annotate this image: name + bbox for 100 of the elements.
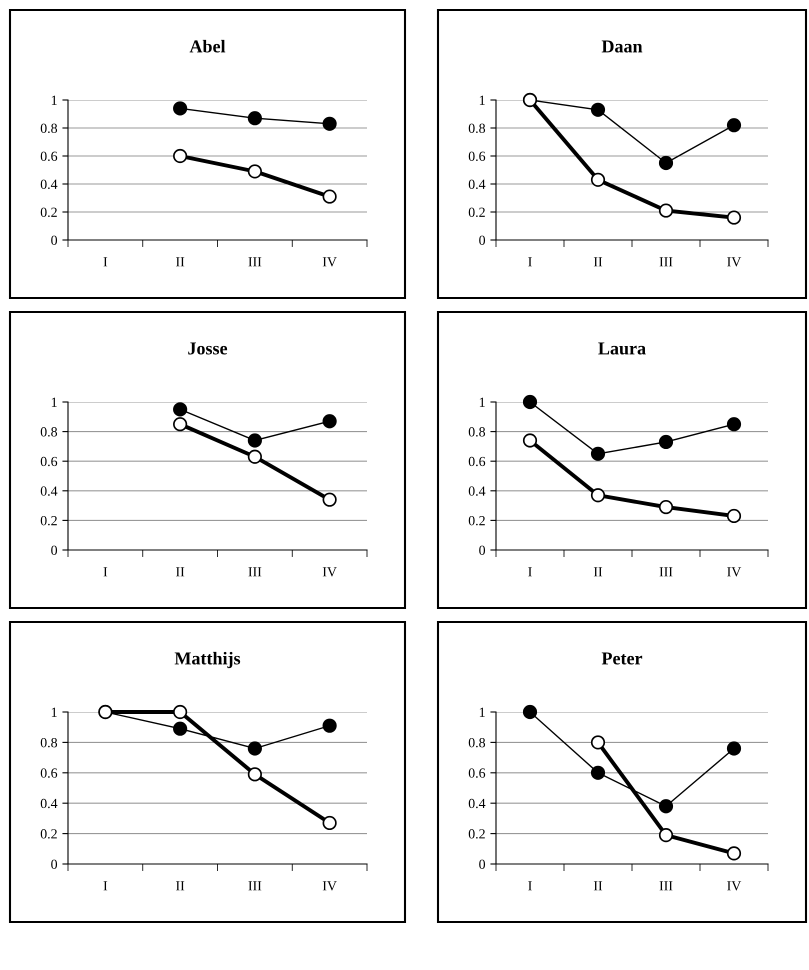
y-tick-label: 0 [51, 860, 58, 869]
chart-title: Matthijs [174, 652, 240, 668]
y-tick-label: 0.6 [468, 456, 486, 466]
y-tick-label: 0.4 [40, 798, 58, 808]
x-tick-label: I [104, 881, 108, 890]
x-tick-label: III [248, 567, 262, 576]
y-tick-label: 0.2 [40, 208, 57, 218]
point [322, 816, 337, 830]
point [658, 828, 674, 842]
chart-title: Laura [598, 342, 646, 355]
point [248, 111, 262, 126]
y-tick-label: 0.8 [40, 124, 58, 134]
x-tick-label: III [248, 257, 262, 266]
y-tick-label: 0.8 [40, 738, 58, 748]
y-tick-label: 0.4 [468, 180, 486, 190]
x-tick-label: IV [727, 257, 742, 267]
y-tick-label: 0.4 [468, 798, 486, 808]
y-tick-label: 0.2 [468, 516, 485, 526]
y-tick-label: 0.6 [40, 456, 58, 466]
point [726, 210, 742, 225]
point [658, 434, 674, 450]
y-tick-label: 1 [480, 96, 485, 105]
y-tick-label: 1 [480, 708, 485, 717]
point [522, 394, 538, 410]
point [658, 500, 674, 514]
x-tick-label: III [660, 567, 672, 576]
point [322, 492, 337, 507]
point [173, 148, 188, 164]
y-tick-label: 0.8 [468, 738, 486, 748]
y-tick-label: 0.4 [40, 180, 58, 190]
y-tick-label: 0.6 [40, 768, 58, 778]
point [248, 767, 262, 782]
chart-title: Peter [602, 652, 642, 665]
x-tick-label: IV [322, 881, 337, 891]
point [248, 450, 262, 464]
x-tick-label: IV [727, 567, 742, 577]
point [590, 446, 606, 461]
point [590, 766, 606, 780]
y-tick-label: 0.4 [468, 486, 486, 496]
y-tick-label: 0 [51, 546, 58, 555]
y-tick-label: 0.4 [40, 486, 58, 496]
point [726, 508, 742, 524]
point [173, 402, 188, 416]
point [590, 172, 606, 187]
y-tick-label: 0 [479, 546, 486, 555]
point [322, 116, 337, 131]
point [726, 118, 742, 132]
x-tick-label: I [528, 257, 532, 266]
point [658, 204, 674, 218]
point [726, 846, 742, 860]
point [173, 722, 188, 736]
chart-title: Abel [190, 40, 226, 53]
point [248, 164, 262, 178]
x-tick-label: III [660, 257, 672, 266]
y-tick-label: 0.6 [468, 152, 486, 162]
x-tick-label: II [594, 257, 602, 266]
y-tick-label: 0.6 [40, 152, 58, 162]
y-tick-label: 1 [52, 398, 57, 407]
y-tick-label: 0 [51, 236, 58, 245]
point [173, 101, 188, 116]
chart-title: Josse [188, 342, 228, 355]
x-tick-label: II [176, 881, 184, 890]
point [173, 417, 188, 432]
y-tick-label: 1 [52, 708, 57, 717]
y-tick-label: 0.8 [468, 124, 486, 134]
x-tick-label: I [104, 257, 108, 266]
point [248, 741, 262, 756]
point [322, 414, 337, 428]
y-tick-label: 0.6 [468, 768, 486, 778]
x-tick-label: I [528, 567, 532, 576]
y-tick-label: 0 [479, 860, 486, 869]
point [726, 741, 742, 756]
x-tick-label: I [528, 881, 532, 890]
x-tick-label: II [594, 881, 602, 890]
point [322, 190, 337, 204]
chart-title: Daan [602, 40, 642, 53]
point [248, 433, 262, 448]
point [522, 433, 538, 448]
x-tick-label: II [176, 257, 184, 266]
point [322, 718, 337, 733]
x-tick-label: I [104, 567, 108, 576]
x-tick-label: IV [322, 257, 337, 267]
y-tick-label: 0.2 [468, 208, 485, 218]
point [590, 735, 606, 750]
y-tick-label: 0.8 [40, 427, 58, 437]
x-tick-label: II [176, 567, 184, 576]
y-tick-label: 0.2 [468, 829, 485, 839]
y-tick-label: 1 [52, 96, 57, 105]
y-tick-label: 1 [480, 398, 485, 407]
point [658, 156, 674, 170]
y-tick-label: 0 [479, 236, 486, 245]
point [590, 488, 606, 502]
y-tick-label: 0.2 [40, 516, 57, 526]
x-tick-label: III [248, 881, 262, 890]
x-tick-label: III [660, 881, 672, 890]
x-tick-label: IV [322, 567, 337, 577]
point [522, 704, 538, 720]
y-tick-label: 0.8 [468, 427, 486, 437]
point [173, 704, 188, 720]
y-tick-label: 0.2 [40, 829, 57, 839]
